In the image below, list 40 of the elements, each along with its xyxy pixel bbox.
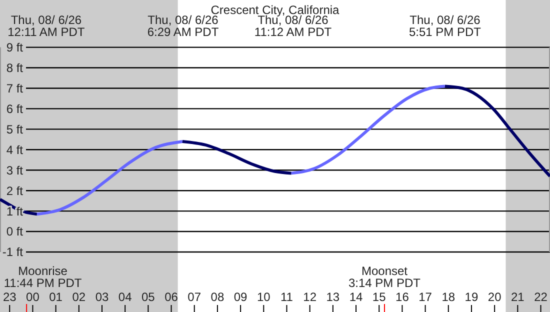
y-tick-label: 9 ft [6,40,24,54]
x-tick-label: 11 [280,290,294,304]
y-tick-label: 1 ft [6,204,24,218]
x-tick-label: 08 [210,290,224,304]
y-tick-label: 6 ft [6,102,24,116]
x-tick-label: 21 [510,290,525,304]
y-tick-label: 4 ft [6,142,24,157]
text: Thu, 08/ 6/26 6:29 AM PDT [147,13,220,39]
x-tick-label: 00 [26,290,40,304]
x-tick-label: 05 [142,290,156,304]
y-tick-label: 0 ft [6,224,24,239]
x-tick-label: 14 [349,290,364,304]
ref-line-label: Moonrise 11:44 PM PDT [4,264,82,290]
x-tick-label: 03 [95,290,109,304]
x-tick-label: 17 [418,290,432,304]
y-tick-label: 8 ft [6,60,24,75]
x-tick-label: 10 [256,290,271,304]
ref-line-label: Moonset 3:14 PM PDT [348,264,422,290]
y-tick-label: 3 ft [6,163,24,178]
x-tick-label: 20 [488,290,502,304]
x-tick-label: 09 [234,290,248,304]
x-tick-label: 22 [534,290,548,304]
y-tick-label: -1 ft [2,245,24,260]
text: Thu, 08/ 6/26 12:11 AM PDT [8,13,86,39]
x-tick-label: 06 [164,290,178,304]
y-tick-label: 2 ft [6,184,24,198]
x-tick-label: 15 [372,290,386,304]
text: Thu, 08/ 6/26 5:51 PM PDT [408,13,482,39]
x-tick-label: 16 [396,290,410,304]
x-tick-label: 23 [2,290,17,304]
x-tick-label: 02 [72,290,86,304]
x-tick-label: 01 [49,290,63,304]
y-tick-label: 5 ft [6,122,24,136]
x-tick-label: 04 [118,290,132,304]
x-tick-label: 18 [442,290,456,304]
x-tick-label: 07 [188,290,202,304]
x-tick-label: 12 [303,290,317,304]
x-tick-label: 13 [326,290,340,304]
x-tick-label: 19 [464,290,478,304]
y-tick-label: 7 ft [6,81,24,96]
